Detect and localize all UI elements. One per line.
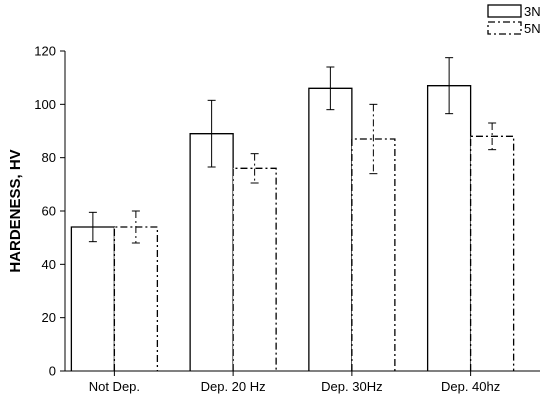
error-bar-3n <box>445 57 454 115</box>
y-tick-label: 40 <box>42 257 56 272</box>
x-tick-label: Dep. 30Hz <box>321 379 382 394</box>
legend-swatch <box>487 4 522 18</box>
bar-5n <box>469 135 515 371</box>
error-bar-5n <box>369 103 378 175</box>
y-tick-label: 80 <box>42 150 56 165</box>
bar-3n <box>426 85 472 371</box>
y-axis: 0 20 40 60 80 100 120 <box>34 44 66 379</box>
bar-5n <box>113 226 159 371</box>
y-axis-label: HARDENESS, HV <box>7 149 24 272</box>
bar-3n <box>189 133 234 371</box>
y-tick-label: 0 <box>49 364 56 379</box>
error-bar-5n <box>488 122 497 151</box>
legend-swatch <box>487 21 522 35</box>
legend-label: 3N <box>524 4 541 19</box>
y-tick-label: 100 <box>34 97 56 112</box>
legend-label: 5N <box>524 21 541 36</box>
legend-item-5n: 5N <box>487 21 541 36</box>
error-bar-3n <box>207 99 216 168</box>
y-tick-label: 60 <box>42 204 56 219</box>
bar-5n <box>351 138 396 371</box>
error-bar-3n <box>88 211 97 243</box>
x-tick-label: Dep. 40hz <box>441 379 500 394</box>
error-bars <box>88 57 497 244</box>
bar-3n <box>308 87 353 371</box>
x-tick-label: Not Dep. <box>89 379 140 394</box>
error-bar-5n <box>131 210 140 244</box>
legend-item-3n: 3N <box>487 4 541 19</box>
error-bar-3n <box>326 66 335 111</box>
bar-3n <box>70 226 116 371</box>
y-tick-label: 20 <box>42 310 56 325</box>
bar-5n <box>232 167 277 371</box>
error-bar-5n <box>250 153 259 184</box>
bars <box>70 85 515 371</box>
y-tick-label: 120 <box>34 44 56 59</box>
x-axis: Not Dep. Dep. 20 Hz Dep. 30Hz Dep. 40hz <box>65 370 540 394</box>
x-tick-label: Dep. 20 Hz <box>201 379 266 394</box>
